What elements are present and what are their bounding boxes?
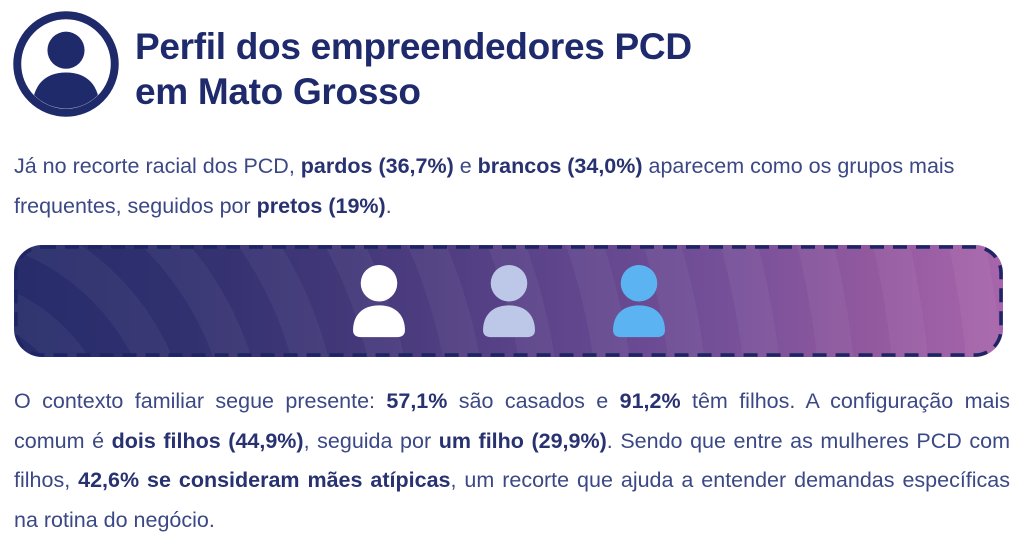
text-segment: e (453, 154, 478, 178)
header: Perfil dos empreendedores PCD em Mato Gr… (13, 11, 692, 117)
text-segment: têm filhos. A configuração mais comum é (14, 389, 1010, 453)
bold-segment: 57,1% (386, 389, 448, 413)
bold-segment: 91,2% (619, 389, 681, 413)
text-segment: são casados e (447, 389, 620, 413)
page-title: Perfil dos empreendedores PCD em Mato Gr… (135, 24, 692, 114)
bold-segment: um filho (29,9%) (438, 428, 607, 453)
text-segment: , seguida por (303, 428, 439, 453)
bold-segment: pardos (36,7%) (300, 154, 454, 178)
text-segment: . (385, 193, 392, 218)
title-line-2: em Mato Grosso (135, 71, 421, 112)
text-segment: aparecem como os grupos mais frequentes,… (14, 154, 955, 218)
family-paragraph: O contexto familiar segue presente: 57,1… (14, 382, 1010, 540)
text-segment: Já no recorte racial dos PCD, (14, 154, 301, 178)
bold-segment: pretos (19%) (256, 193, 386, 218)
stat-banner (14, 245, 1003, 357)
person-icon-white (352, 264, 405, 337)
title-line-1: Perfil dos empreendedores PCD (135, 26, 692, 67)
text-segment: O contexto familiar segue presente: (14, 389, 387, 413)
bold-segment: dois filhos (44,9%) (111, 428, 304, 453)
text-segment: . Sendo que entre as mulheres PCD com fi… (14, 428, 1011, 493)
person-icon-lavender (482, 264, 535, 337)
bold-segment: brancos (34,0%) (477, 154, 643, 178)
person-circle-icon (13, 11, 119, 117)
text-segment: , um recorte que ajuda a entender demand… (14, 468, 1011, 532)
person-icons-row (14, 245, 1003, 357)
intro-paragraph: Já no recorte racial dos PCD, pardos (36… (14, 147, 1010, 226)
bold-segment: 42,6% se consideram mães atípicas (78, 468, 451, 492)
person-icon-blue (612, 264, 665, 337)
